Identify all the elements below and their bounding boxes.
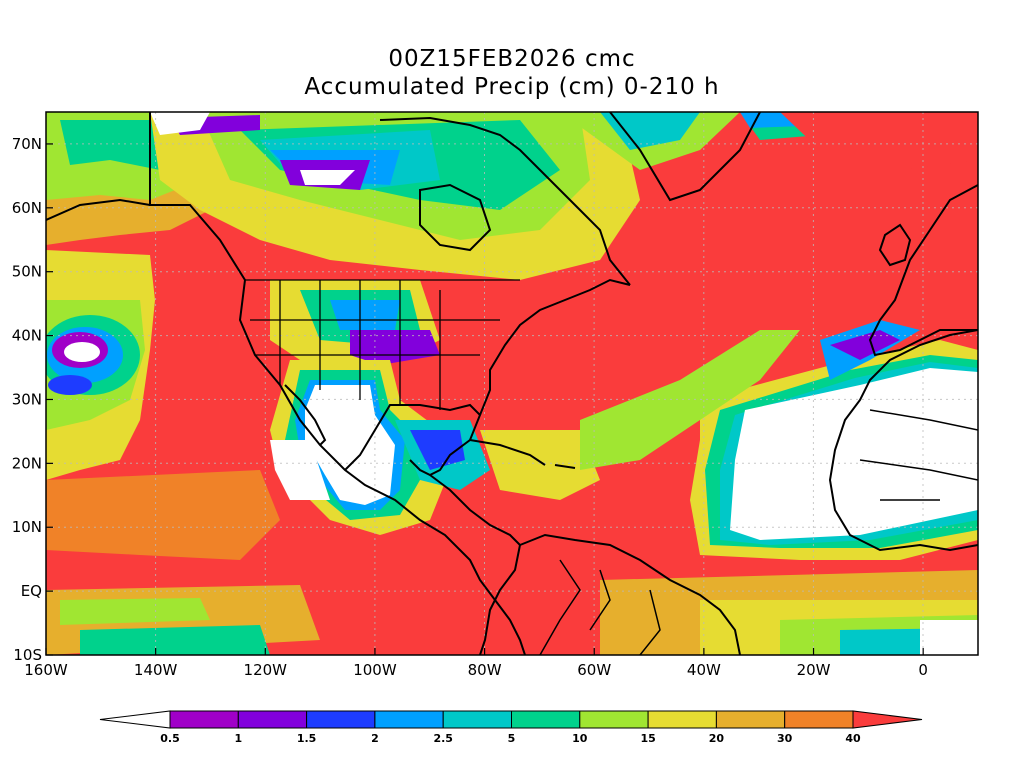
colorbar-swatch — [579, 710, 649, 729]
lon-tick-label: 160W — [24, 661, 68, 679]
colorbar-swatch — [511, 710, 581, 729]
chart-subtitle: Accumulated Precip (cm) 0-210 h — [304, 74, 720, 100]
colorbar-swatch — [715, 710, 786, 729]
colorbar-level-label: 1 — [234, 732, 242, 745]
lon-tick-label: 20W — [797, 661, 831, 679]
lon-tick-label: 0 — [918, 661, 928, 679]
colorbar-swatch — [169, 710, 239, 729]
colorbar-level-label: 10 — [572, 732, 588, 745]
colorbar-level-label: 15 — [640, 732, 655, 745]
colorbar-level-label: 30 — [777, 732, 793, 745]
lon-tick-label: 40W — [687, 661, 721, 679]
lat-tick-label: 10S — [13, 646, 42, 664]
colorbar-level-label: 2.5 — [433, 732, 453, 745]
lon-tick-label: 60W — [577, 661, 611, 679]
colorbar-swatch — [784, 710, 854, 729]
colorbar-level-label: 20 — [709, 732, 725, 745]
colorbar-high-arrow — [852, 710, 923, 729]
lat-tick-label: 70N — [12, 135, 42, 153]
colorbar-swatch — [647, 710, 717, 729]
colorbar-level-label: 0.5 — [160, 732, 180, 745]
colorbar-swatch — [237, 710, 308, 729]
lat-tick-label: 60N — [12, 199, 42, 217]
colorbar: 0.5 1 1.5 2 2.5 5 10 15 20 30 40 — [99, 710, 923, 745]
lat-tick-label: 40N — [12, 327, 42, 345]
lon-tick-label: 120W — [244, 661, 288, 679]
colorbar-swatch — [306, 710, 376, 729]
lat-tick-label: 10N — [12, 518, 42, 536]
lat-tick-label: 30N — [12, 390, 42, 408]
gridlines — [46, 112, 978, 655]
colorbar-swatch — [442, 710, 513, 729]
colorbar-level-label: 1.5 — [297, 732, 317, 745]
lon-tick-label: 100W — [353, 661, 397, 679]
coastlines — [46, 112, 978, 655]
colorbar-level-label: 40 — [845, 732, 861, 745]
colorbar-level-label: 2 — [371, 732, 379, 745]
lat-tick-label: 20N — [12, 454, 42, 472]
lat-tick-label: EQ — [21, 582, 42, 600]
lon-tick-label: 80W — [468, 661, 502, 679]
precip-field — [46, 112, 978, 655]
colorbar-swatch — [374, 710, 444, 729]
map-frame — [45, 111, 979, 656]
lat-tick-label: 50N — [12, 263, 42, 281]
colorbar-level-label: 5 — [508, 732, 516, 745]
latitude-axis: 70N 60N 50N 40N 30N 20N 10N EQ 10S — [12, 135, 53, 664]
lon-tick-label: 140W — [134, 661, 178, 679]
colorbar-low-arrow — [99, 710, 171, 729]
longitude-axis: 160W 140W 120W 100W 80W 60W 40W 20W 0 — [24, 648, 928, 679]
chart-title: 00Z15FEB2026 cmc — [388, 46, 636, 72]
